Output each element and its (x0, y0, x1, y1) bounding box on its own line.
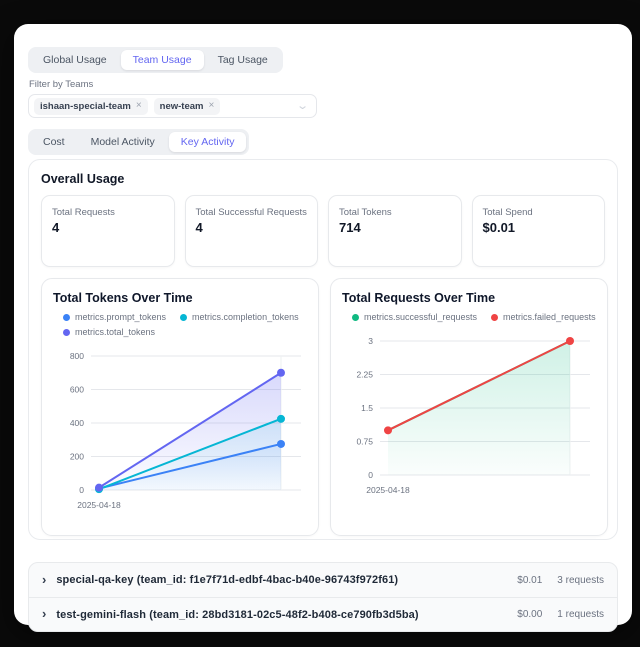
svg-text:0: 0 (368, 470, 373, 480)
tab-key-activity[interactable]: Key Activity (168, 132, 247, 152)
team-tag-label: new-team (159, 100, 204, 112)
tokens-over-time-chart: Total Tokens Over Time metrics.prompt_to… (41, 278, 319, 536)
usage-dashboard-card: Global Usage Team Usage Tag Usage Filter… (14, 24, 632, 632)
chart-title: Total Tokens Over Time (53, 291, 193, 305)
team-tag-label: ishaan-special-team (40, 100, 131, 112)
svg-text:2025-04-18: 2025-04-18 (366, 485, 410, 495)
svg-text:0.75: 0.75 (356, 437, 373, 447)
stat-label: Total Requests (52, 207, 115, 218)
stat-value: 4 (195, 220, 203, 236)
key-name: special-qa-key (team_id: f1e7f71d-edbf-4… (56, 574, 399, 586)
legend-dot-icon (63, 329, 70, 336)
key-metrics: $0.00 1 requests (517, 609, 604, 620)
remove-tag-icon[interactable]: × (135, 100, 142, 111)
chevron-down-icon: ⌄ (295, 99, 309, 112)
key-row-test-gemini-flash[interactable]: › test-gemini-flash (team_id: 28bd3181-0… (29, 597, 617, 631)
tab-model-activity[interactable]: Model Activity (90, 136, 155, 148)
tab-cost[interactable]: Cost (43, 136, 65, 148)
chevron-right-icon: › (42, 571, 47, 587)
chart-title: Total Requests Over Time (342, 291, 496, 305)
stat-value: 4 (52, 220, 60, 236)
svg-text:0: 0 (79, 485, 84, 495)
svg-text:2025-04-18: 2025-04-18 (77, 500, 121, 510)
filter-by-teams-label: Filter by Teams (29, 79, 94, 90)
chart-canvas: 0 0.75 1.5 2.25 3 2025-04-18 (356, 336, 590, 495)
teams-select[interactable]: ishaan-special-team × new-team × ⌄ (28, 94, 317, 118)
key-row-special-qa-key[interactable]: › special-qa-key (team_id: f1e7f71d-edbf… (29, 563, 617, 597)
stat-card-total-spend: Total Spend $0.01 (471, 195, 605, 267)
key-usage-accordion: › special-qa-key (team_id: f1e7f71d-edbf… (28, 562, 618, 632)
legend-label: metrics.successful_requests (364, 312, 478, 322)
chart-plot: 0 200 400 600 800 2025-04-18 (53, 342, 307, 535)
stat-label: Total Spend (482, 207, 533, 218)
key-request-count: 3 requests (557, 574, 604, 586)
legend-label: metrics.prompt_tokens (75, 312, 167, 322)
stat-value: 714 (339, 220, 361, 236)
svg-text:3: 3 (368, 336, 373, 346)
chart-plot: 0 0.75 1.5 2.25 3 2025-04-18 (342, 327, 596, 520)
legend-item: metrics.completion_tokens (180, 311, 299, 324)
chart-legend: metrics.successful_requests metrics.faile… (342, 311, 596, 324)
legend-item: metrics.successful_requests (352, 311, 477, 324)
tab-global-usage[interactable]: Global Usage (43, 54, 107, 66)
stat-value: $0.01 (482, 220, 516, 236)
svg-text:400: 400 (70, 418, 84, 428)
svg-text:200: 200 (70, 452, 84, 462)
svg-text:2.25: 2.25 (356, 370, 373, 380)
legend-dot-icon (491, 314, 499, 321)
requests-over-time-chart: Total Requests Over Time metrics.success… (330, 278, 608, 536)
key-request-count: 1 requests (557, 609, 604, 620)
charts-row: Total Tokens Over Time metrics.prompt_to… (41, 278, 608, 536)
chart-canvas: 0 200 400 600 800 2025-04-18 (70, 351, 301, 510)
activity-tabs: Cost Model Activity Key Activity (28, 129, 250, 155)
stats-row: Total Requests 4 Total Successful Reques… (41, 195, 605, 267)
chevron-right-icon: › (42, 606, 47, 621)
usage-scope-tabs: Global Usage Team Usage Tag Usage (28, 47, 283, 73)
legend-dot-icon (63, 314, 70, 321)
key-spend: $0.01 (517, 574, 543, 586)
overall-usage-section: Overall Usage Total Requests 4 Total Suc… (28, 159, 618, 540)
section-title: Overall Usage (41, 172, 125, 186)
legend-item: metrics.total_tokens (63, 326, 155, 339)
chart-legend: metrics.prompt_tokens metrics.completion_… (53, 311, 307, 339)
stat-card-total-requests: Total Requests 4 (41, 195, 175, 267)
stat-card-total-successful-requests: Total Successful Requests 4 (184, 195, 318, 267)
tab-tag-usage[interactable]: Tag Usage (217, 54, 268, 66)
key-spend: $0.00 (517, 609, 543, 620)
legend-item: metrics.failed_requests (491, 311, 596, 324)
legend-dot-icon (180, 314, 188, 321)
remove-tag-icon[interactable]: × (208, 100, 215, 111)
svg-text:800: 800 (70, 351, 84, 361)
stat-card-total-tokens: Total Tokens 714 (328, 195, 462, 267)
legend-label: metrics.completion_tokens (192, 312, 299, 322)
selected-team-tag[interactable]: ishaan-special-team × (34, 97, 148, 115)
svg-text:1.5: 1.5 (361, 403, 373, 413)
stat-label: Total Tokens (339, 207, 392, 218)
legend-dot-icon (352, 314, 359, 321)
legend-label: metrics.failed_requests (503, 312, 596, 322)
stat-label: Total Successful Requests (195, 207, 307, 218)
key-metrics: $0.01 3 requests (517, 575, 604, 586)
legend-item: metrics.prompt_tokens (63, 311, 166, 324)
key-name: test-gemini-flash (team_id: 28bd3181-02c… (56, 608, 419, 621)
selected-team-tag[interactable]: new-team × (153, 97, 221, 115)
tab-team-usage[interactable]: Team Usage (120, 50, 204, 70)
legend-label: metrics.total_tokens (75, 327, 156, 337)
svg-text:600: 600 (70, 385, 84, 395)
